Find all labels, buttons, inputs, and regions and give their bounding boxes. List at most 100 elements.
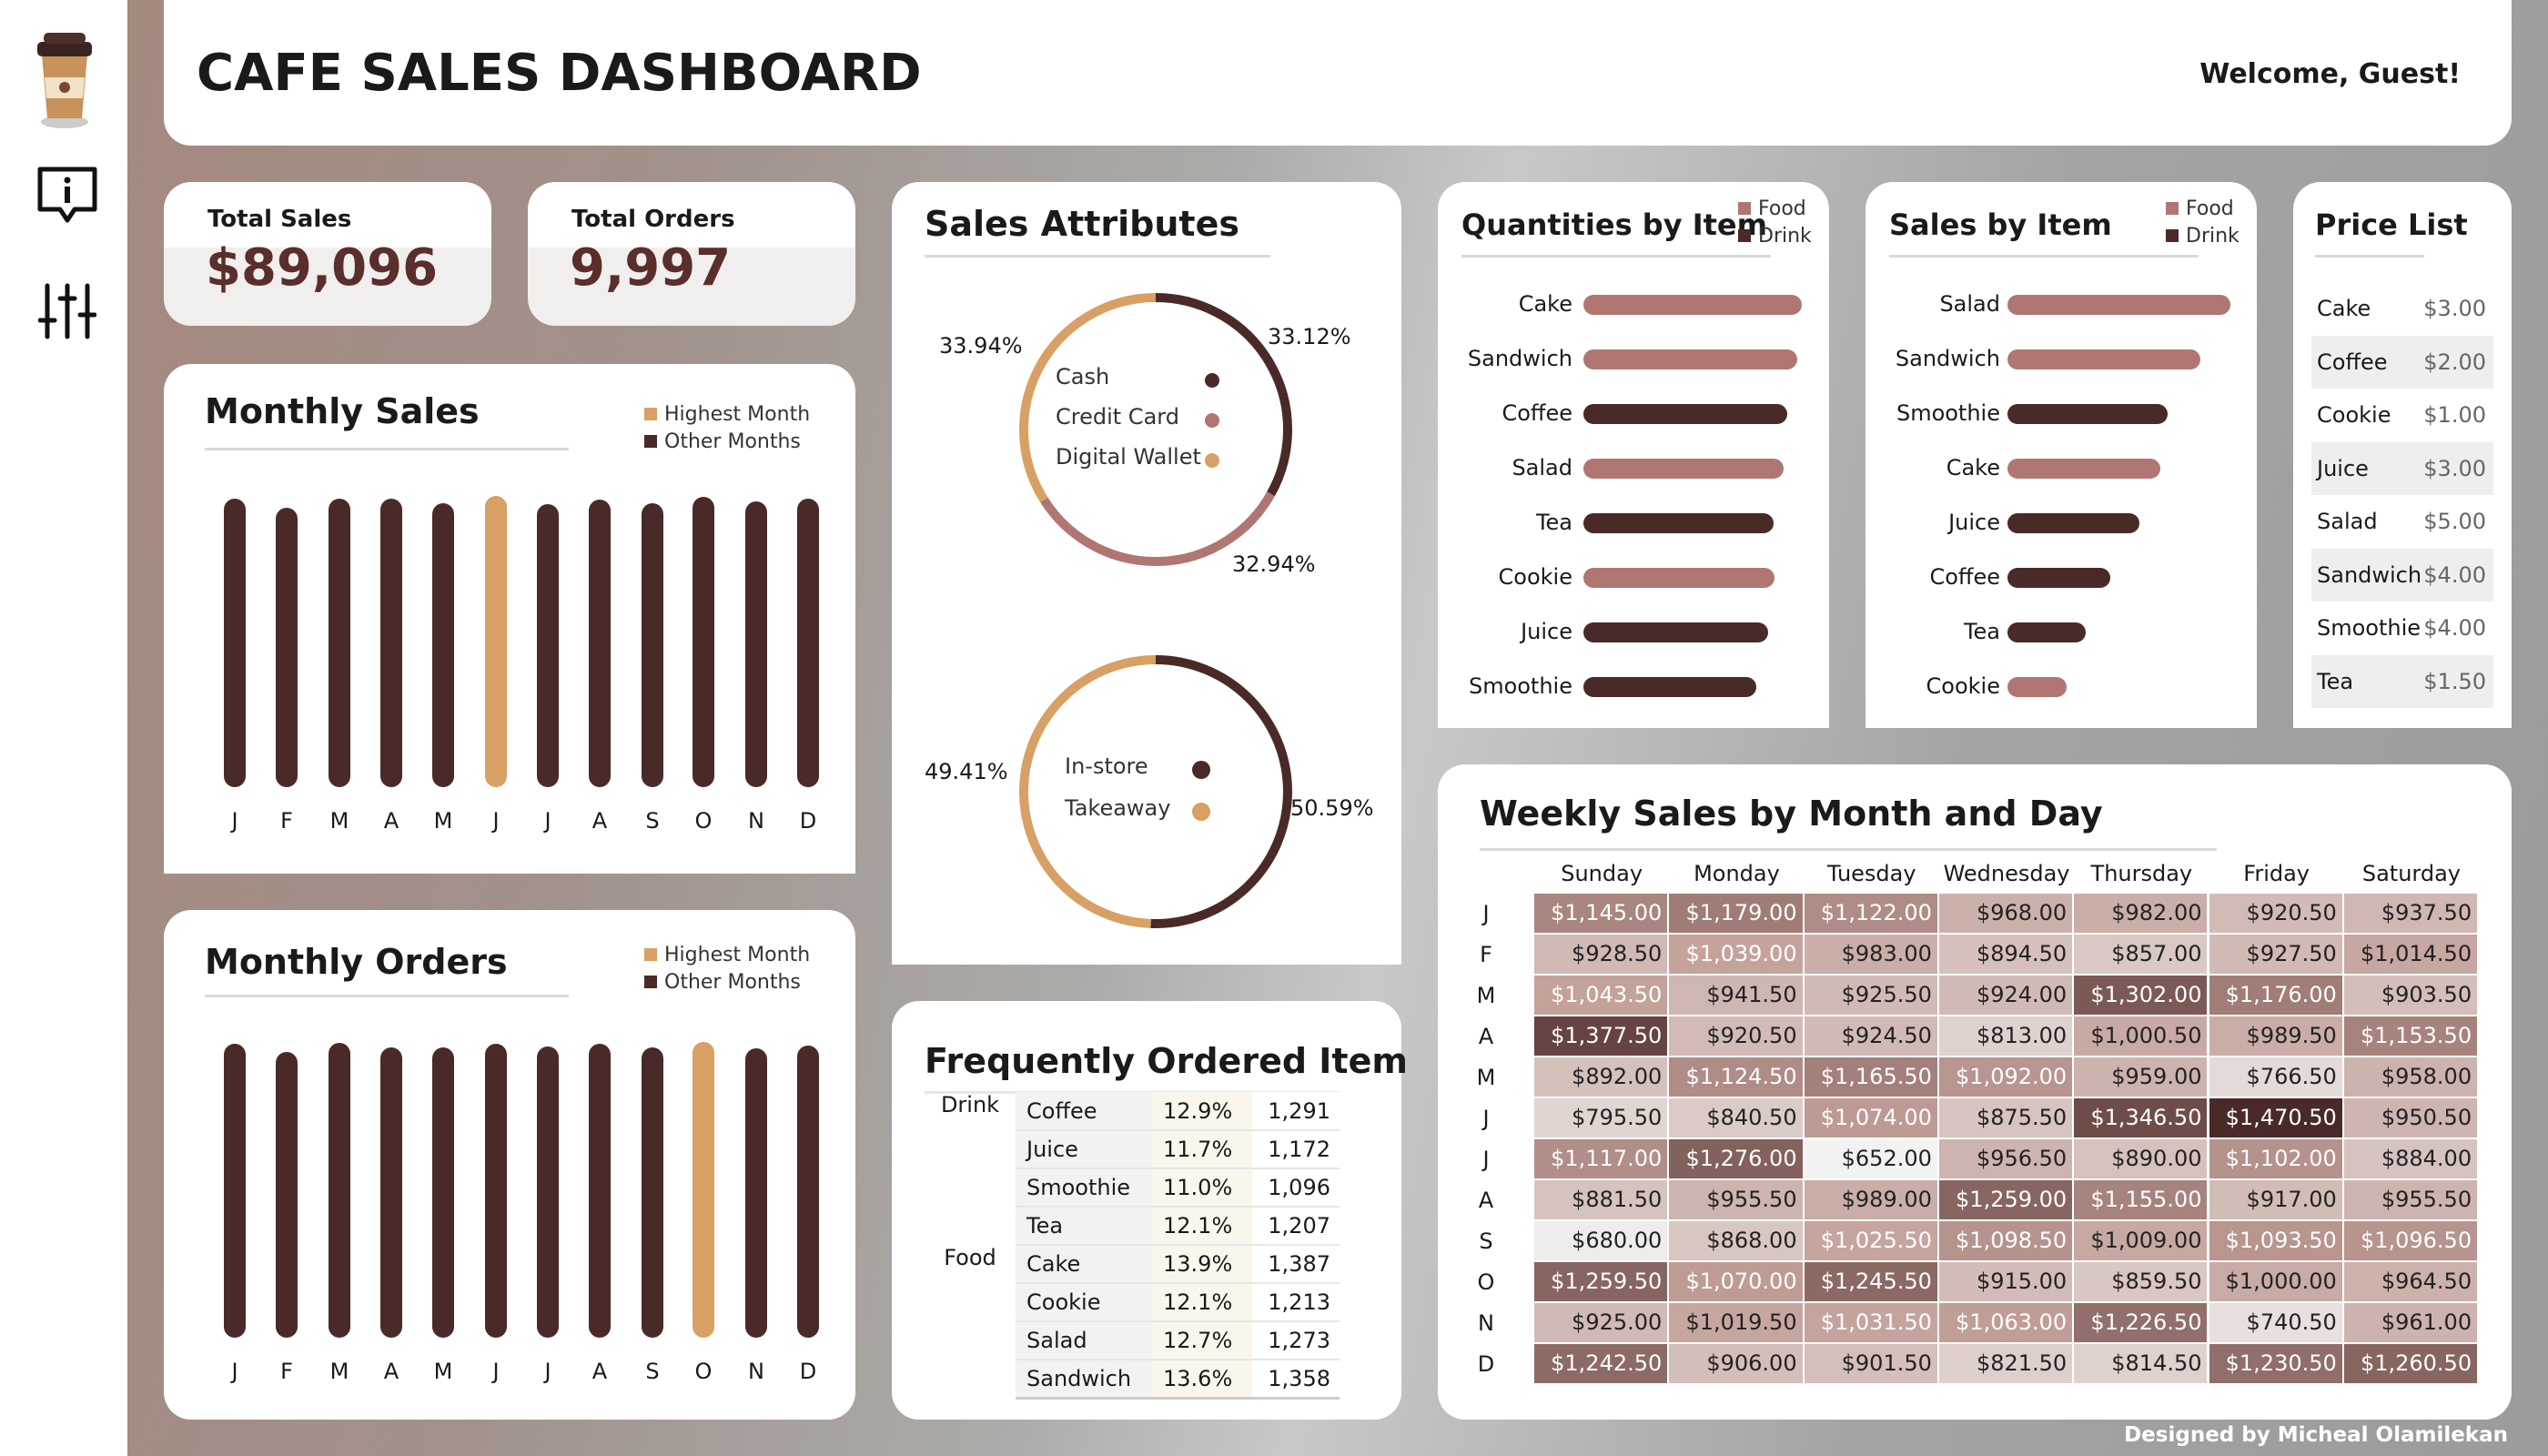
item-label: Salad	[1512, 455, 1572, 480]
location-donut-chart	[1019, 655, 1292, 928]
heatmap-cell: $1,276.00	[1669, 1139, 1803, 1178]
kpi-label: Total Orders	[571, 206, 735, 233]
kpi-total-sales: Total Sales $89,096	[164, 182, 491, 326]
month-bar	[693, 1042, 714, 1338]
pct-cell: 12.1%	[1152, 1207, 1252, 1246]
price-value: $4.00	[2423, 561, 2486, 588]
heatmap-cell: $1,096.50	[2343, 1221, 2478, 1260]
frequently-ordered-card: Frequently Ordered Item Drink Coffee 12.9%…	[892, 1001, 1408, 1420]
heatmap-cell: $740.50	[2209, 1303, 2342, 1342]
heatmap-cell: $1,117.00	[1534, 1139, 1668, 1178]
price-item: Juice	[2317, 455, 2369, 481]
legend-swatch-other	[644, 976, 657, 988]
heatmap-cell: $959.00	[2074, 1057, 2208, 1097]
month-bar	[380, 1047, 402, 1338]
month-label: J	[492, 1359, 500, 1384]
month-row-label: J	[1482, 1106, 1490, 1131]
pct-cash: 33.12%	[1268, 324, 1351, 349]
legend-cash: Cash	[1056, 364, 1110, 389]
month-label: A	[592, 1359, 608, 1384]
heatmap-cell: $1,070.00	[1669, 1262, 1803, 1301]
month-row-label: J	[1482, 901, 1490, 926]
month-label: D	[799, 808, 817, 834]
card-title: Sales Attributes	[925, 204, 1239, 244]
weekly-sales-card: Weekly Sales by Month and Day Sunday Mond…	[1438, 764, 2512, 1420]
heatmap-cell: $1,259.00	[1938, 1180, 2073, 1219]
donut-seg-credit-card	[1040, 491, 1275, 566]
month-row-label: S	[1479, 1228, 1493, 1254]
legend-in-store: In-store	[1065, 753, 1148, 779]
designer-credit: Designed by Micheal Olamilekan	[2124, 1423, 2508, 1447]
count-cell: 1,273	[1252, 1321, 1340, 1360]
heatmap-cell: $927.50	[2209, 935, 2342, 974]
heatmap-cell: $1,226.50	[2074, 1303, 2208, 1342]
chart-legend: Highest Month Other Months	[644, 941, 810, 996]
month-row-label: D	[1477, 1351, 1495, 1377]
heatmap-cell: $937.50	[2343, 894, 2478, 933]
item-label: Cookie	[1926, 673, 2000, 699]
month-bar	[380, 499, 402, 787]
heatmap-cell: $881.50	[1534, 1180, 1668, 1219]
heatmap-cell: $964.50	[2343, 1262, 2478, 1301]
heatmap-cell: $982.00	[2074, 894, 2208, 933]
price-row: Juice $3.00	[2311, 441, 2493, 495]
heatmap-cell: $901.50	[1804, 1344, 1937, 1383]
pct-cell: 12.7%	[1152, 1321, 1252, 1360]
legend-drink: Drink	[2186, 224, 2240, 248]
month-bar	[589, 1044, 611, 1338]
month-bar	[432, 1047, 454, 1338]
price-row: Coffee $2.00	[2311, 335, 2493, 389]
heatmap-cell: $1,346.50	[2074, 1098, 2208, 1138]
month-label: J	[231, 1359, 238, 1384]
item-bar	[2007, 677, 2067, 697]
heatmap-cell: $1,179.00	[1669, 894, 1803, 933]
price-value: $1.50	[2423, 668, 2486, 694]
heatmap-cell: $903.50	[2343, 976, 2478, 1015]
month-row-label: A	[1478, 1188, 1494, 1213]
heatmap-cell: $875.50	[1938, 1098, 2073, 1138]
heatmap-cell: $1,014.50	[2343, 935, 2478, 974]
item-bar	[1583, 622, 1769, 642]
legend-other: Other Months	[664, 430, 801, 453]
legend-highest: Highest Month	[664, 943, 811, 966]
item-label: Sandwich	[1895, 346, 2000, 371]
pct-cell: 13.6%	[1152, 1360, 1252, 1400]
month-label: O	[694, 1359, 713, 1384]
info-chat-icon[interactable]	[35, 164, 100, 229]
card-title: Frequently Ordered Item	[925, 1041, 1408, 1081]
price-row: Tea $1.50	[2311, 654, 2493, 708]
heatmap-cell: $795.50	[1534, 1098, 1668, 1138]
month-label: M	[329, 808, 349, 834]
day-label: Sunday	[1561, 861, 1643, 886]
item-bar	[2007, 404, 2168, 424]
month-row-label: F	[1480, 942, 1492, 967]
item-bar	[1583, 677, 1756, 697]
heatmap-cell: $955.50	[1669, 1180, 1803, 1219]
heatmap-cell: $989.50	[2209, 1016, 2342, 1056]
item-cell: Coffee	[1016, 1092, 1152, 1131]
month-bar	[745, 500, 767, 787]
legend-digital-wallet: Digital Wallet	[1056, 444, 1201, 470]
sliders-icon[interactable]	[37, 282, 97, 340]
item-label: Cake	[1518, 291, 1572, 317]
heatmap-cell: $1,009.00	[2074, 1221, 2208, 1260]
item-label: Coffee	[1502, 400, 1572, 426]
month-label: M	[433, 808, 453, 834]
location-legend: In-store Takeaway	[1065, 753, 1210, 837]
chart-legend: Food Drink	[1738, 195, 1812, 249]
pct-credit-card: 32.94%	[1232, 551, 1316, 577]
donut-seg-cash	[1155, 293, 1292, 497]
legend-swatch-food	[1738, 202, 1751, 215]
heatmap-cell: $814.50	[2074, 1344, 2208, 1383]
sidebar	[0, 0, 127, 1456]
heatmap-cell: $925.50	[1804, 976, 1937, 1015]
item-cell: Sandwich	[1016, 1360, 1152, 1400]
heatmap-cell: $1,302.00	[2074, 976, 2208, 1015]
price-item: Cake	[2317, 296, 2371, 321]
legend-dot-cash	[1205, 373, 1219, 388]
price-item: Salad	[2317, 509, 2378, 534]
heatmap-cell: $680.00	[1534, 1221, 1668, 1260]
legend-dot-credit	[1205, 413, 1219, 428]
month-row-label: J	[1482, 1147, 1490, 1172]
pct-digital-wallet: 33.94%	[939, 333, 1023, 359]
